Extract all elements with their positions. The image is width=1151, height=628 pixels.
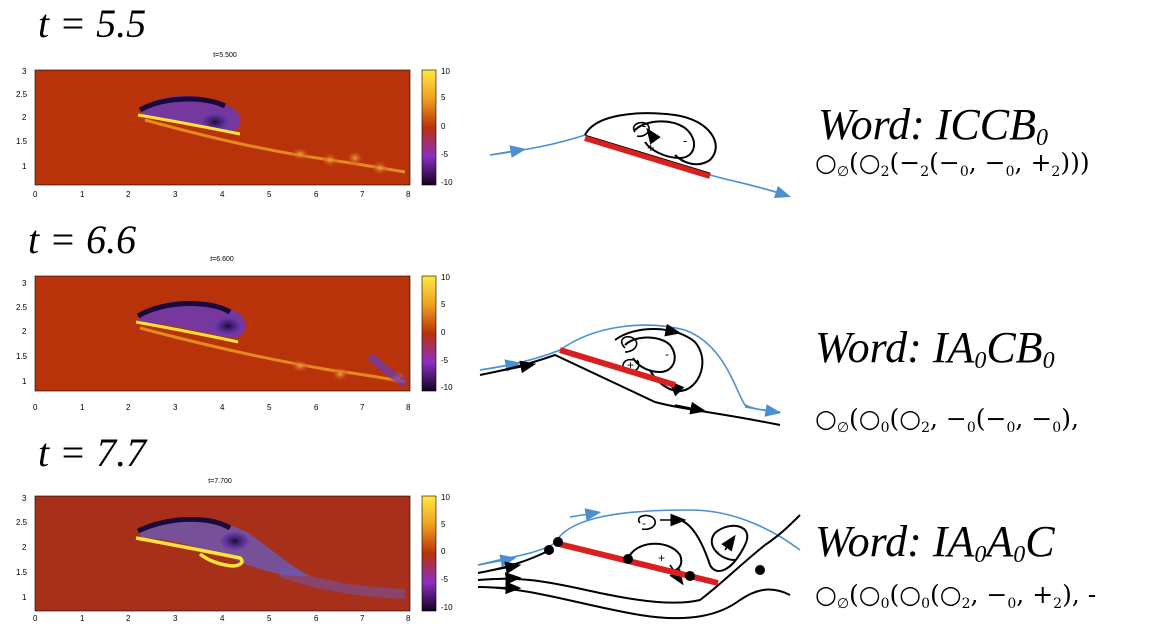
word-label-3: Word: IA0A0C [815,517,1055,569]
y-tick: 2 [22,113,27,122]
colorbar-tick: 0 [441,328,446,337]
topology-diagram-3: - + - [477,508,801,620]
plot-title-1: t=5.500 [213,52,237,59]
word-label-2: Word: IA0CB0 [815,323,1055,375]
x-tick: 3 [173,403,178,412]
y-tick: 1 [22,593,27,602]
topology-diagram-2: - - + [479,323,782,426]
x-tick: 0 [33,403,38,412]
y-tick: 2.5 [16,518,28,527]
formula-2: ○∅(○0(○2, −0(−0, −0), [815,404,1079,436]
x-tick: 2 [126,190,131,199]
y-tick: 1.5 [16,352,28,361]
colorbar-3 [421,495,437,612]
x-tick: 7 [360,403,365,412]
x-tick: 3 [173,614,178,623]
x-tick: 5 [267,190,272,199]
colorbar-tick: -10 [441,178,453,187]
colorbar-tick: -5 [441,150,449,159]
x-tick: 6 [314,403,319,412]
y-tick: 3 [22,279,27,288]
x-tick: 5 [267,403,272,412]
sign-minus: - [665,347,669,361]
vorticity-plot-1 [34,69,437,186]
colorbar-tick: 0 [441,122,446,131]
x-tick: 2 [126,614,131,623]
sign-minus: - [625,335,629,349]
formula-1: ○∅(○2(−2(−0, −0, +2))) [815,148,1090,180]
colorbar-1 [421,69,437,186]
y-tick: 3 [22,67,27,76]
x-tick: 1 [80,190,85,199]
x-tick: 5 [267,614,272,623]
formula-3: ○∅(○0(○0(○2, −0, +2), - [815,580,1097,612]
x-tick: 7 [360,614,365,623]
x-tick: 8 [406,614,411,623]
x-tick: 6 [314,190,319,199]
plot-title-3: t=7.700 [208,478,232,485]
x-tick: 3 [173,190,178,199]
colorbar-tick: 0 [441,547,446,556]
x-tick: 8 [406,403,411,412]
sign-plus: + [647,140,655,155]
x-tick: 1 [80,614,85,623]
vorticity-plot-3 [34,495,437,612]
colorbar-tick: -5 [441,356,449,365]
colorbar-tick: 5 [441,520,446,529]
y-tick: 1 [22,162,27,171]
colorbar-tick: -10 [441,383,453,392]
colorbar-tick: 10 [441,67,450,76]
x-tick: 4 [220,614,225,623]
sign-minus: - [642,118,646,133]
y-tick: 3 [22,494,27,503]
colorbar-tick: -10 [441,603,453,612]
sign-minus: - [642,516,646,530]
x-tick: 6 [314,614,319,623]
time-label-1: t = 5.5 [38,1,147,46]
time-label-3: t = 7.7 [38,430,147,475]
x-tick: 4 [220,403,225,412]
colorbar-tick: 5 [441,300,446,309]
word-label-1: Word: ICCB0 [818,100,1049,152]
time-label-2: t = 6.6 [28,217,137,262]
plot-title-2: t=6.600 [210,256,234,263]
y-tick: 2.5 [16,90,28,99]
colorbar-2 [421,275,437,392]
y-tick: 2 [22,327,27,336]
sign-minus: - [683,133,687,148]
y-tick: 1 [22,377,27,386]
x-tick: 0 [33,190,38,199]
sign-plus: + [627,358,634,372]
colorbar-tick: 10 [441,273,450,282]
sign-minus: - [715,544,719,558]
topology-diagram-1: - - + [489,112,792,199]
y-tick: 2.5 [16,303,28,312]
y-tick: 2 [22,543,27,552]
y-tick: 1.5 [16,568,28,577]
x-tick: 4 [220,190,225,199]
x-tick: 0 [33,614,38,623]
x-tick: 7 [360,190,365,199]
y-tick: 1.5 [16,137,28,146]
colorbar-tick: -5 [441,575,449,584]
colorbar-tick: 5 [441,93,446,102]
vorticity-plot-2 [34,275,437,392]
colorbar-tick: 10 [441,493,450,502]
x-tick: 2 [126,403,131,412]
sign-plus: + [658,551,665,565]
x-tick: 1 [80,403,85,412]
x-tick: 8 [406,190,411,199]
